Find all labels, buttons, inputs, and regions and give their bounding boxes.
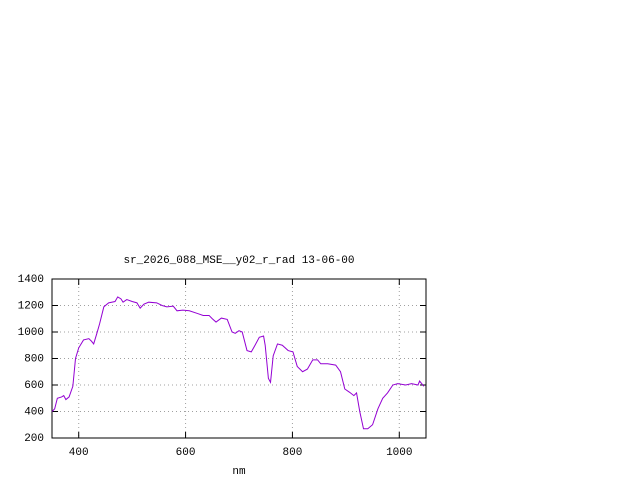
y-tick-label: 400: [24, 406, 44, 418]
x-axis-label: nm: [232, 466, 246, 478]
chart-title: sr_2026_088_MSE__y02_r_rad 13-06-00: [123, 255, 354, 267]
x-tick-label: 1000: [386, 447, 412, 459]
y-tick-label: 600: [24, 380, 44, 392]
y-tick-label: 200: [24, 433, 44, 445]
y-tick-label: 800: [24, 353, 44, 365]
y-tick-label: 1400: [18, 274, 44, 286]
x-tick-label: 400: [69, 447, 89, 459]
x-tick-label: 600: [176, 447, 196, 459]
plot-frame: [51, 278, 427, 439]
x-tick-label: 800: [283, 447, 303, 459]
y-tick-label: 1000: [18, 327, 44, 339]
data-line: [51, 296, 425, 430]
y-tick-label: 1200: [18, 300, 44, 312]
